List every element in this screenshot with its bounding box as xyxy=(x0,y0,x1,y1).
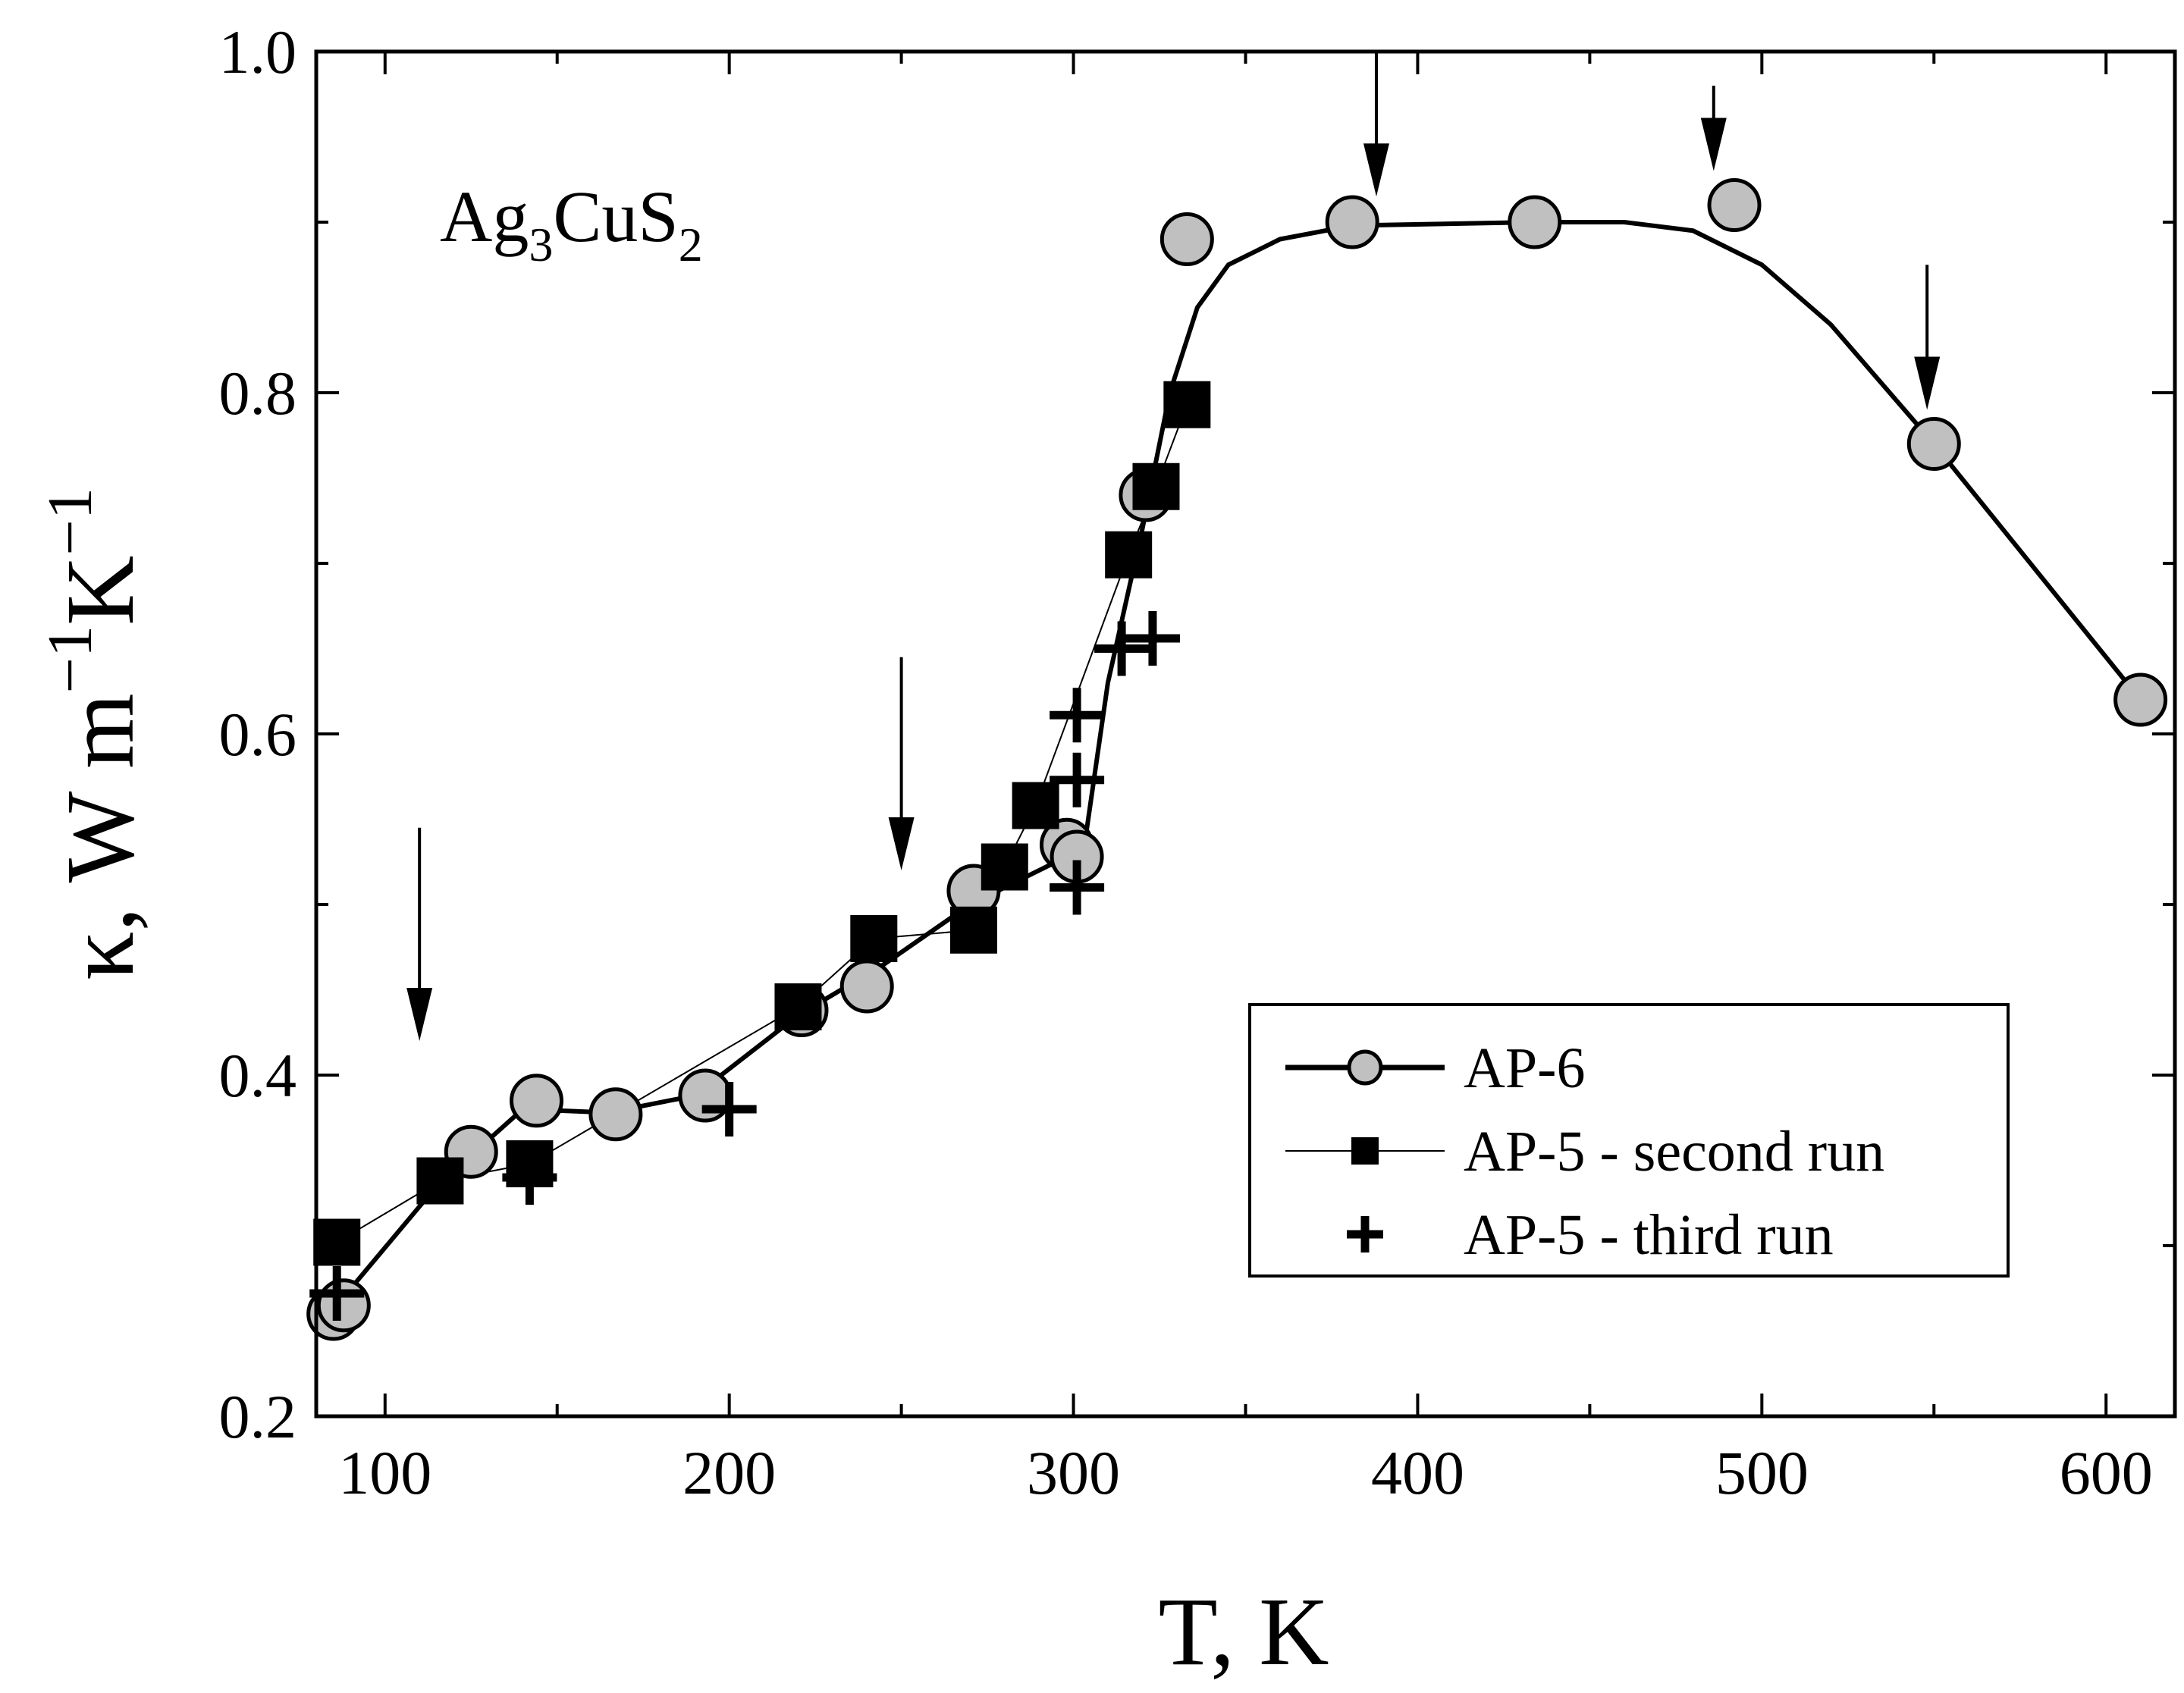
formula-sub1: 3 xyxy=(529,218,553,271)
point-ap6 xyxy=(509,1074,563,1128)
point-ap5-second-run xyxy=(774,983,822,1030)
legend-marker-circle xyxy=(1347,1049,1383,1086)
legend-items: AP-6 AP-5 - second run AP-5 - third run xyxy=(1285,1036,1884,1267)
point-ap6 xyxy=(839,959,894,1014)
point-ap5-third-run xyxy=(1050,860,1105,915)
x-tick-label: 600 xyxy=(2060,1438,2153,1507)
formula-base1: Ag xyxy=(440,176,529,257)
arrow-head xyxy=(1914,356,1941,410)
legend: AP-6 AP-5 - second run AP-5 - third run xyxy=(1248,1003,2010,1278)
point-ap6 xyxy=(2113,672,2168,727)
point-ap5-second-run xyxy=(981,843,1028,891)
point-ap5-second-run xyxy=(1132,462,1180,510)
point-ap6 xyxy=(1325,195,1379,249)
transition-arrow xyxy=(406,827,433,1041)
x-tick-label: 400 xyxy=(1371,1438,1464,1507)
transition-arrows xyxy=(406,52,1941,1041)
y-tick-label: 0.6 xyxy=(219,700,297,769)
y-axis-label-main: κ, W m xyxy=(46,693,154,980)
point-ap5-second-run xyxy=(313,1218,361,1266)
legend-entry: AP-5 - second run xyxy=(1285,1120,1884,1184)
legend-entry: AP-5 - third run xyxy=(1347,1203,1834,1267)
x-tick-label: 300 xyxy=(1027,1438,1120,1507)
arrow-head xyxy=(1700,118,1727,171)
data-markers xyxy=(306,178,2168,1341)
point-ap5-third-run xyxy=(701,1082,757,1137)
x-tick-label: 200 xyxy=(682,1438,776,1507)
x-axis-label: T, K xyxy=(1158,1578,1329,1685)
y-tick-label: 1.0 xyxy=(219,17,297,86)
point-ap6 xyxy=(1508,195,1562,249)
legend-label: AP-5 - third run xyxy=(1464,1203,1834,1267)
arrow-head xyxy=(1363,143,1389,197)
x-tick-label: 100 xyxy=(338,1438,431,1507)
legend-marker-cross xyxy=(1347,1216,1383,1253)
transition-arrow xyxy=(1914,265,1941,410)
legend-label: AP-5 - second run xyxy=(1464,1120,1884,1184)
point-ap6 xyxy=(588,1087,643,1142)
formula-base2: CuS xyxy=(553,176,678,257)
formula-sub2: 2 xyxy=(679,218,703,271)
point-ap6 xyxy=(1159,212,1214,266)
point-ap6 xyxy=(316,1278,371,1333)
axis-ticks: 100 200 300 400 500 600 0.2 0.4 0.6 0.8 1.0 xyxy=(219,17,2175,1507)
transition-arrow xyxy=(888,657,915,870)
transition-arrow xyxy=(1700,86,1727,171)
point-ap5-second-run xyxy=(1163,381,1211,428)
point-ap5-second-run xyxy=(416,1157,464,1205)
point-ap6 xyxy=(1707,178,1762,232)
point-ap5-third-run xyxy=(309,1266,365,1321)
legend-entry: AP-6 xyxy=(1285,1036,1585,1100)
y-axis-label-exp2: −1 xyxy=(35,488,105,555)
point-ap6 xyxy=(1906,417,1961,471)
transition-arrow xyxy=(1363,52,1389,197)
point-ap5-third-run xyxy=(1050,752,1105,807)
point-ap5-third-run xyxy=(1050,688,1105,743)
arrow-head xyxy=(406,988,433,1041)
point-ap5-second-run xyxy=(1105,531,1153,578)
point-ap5-second-run xyxy=(1012,782,1059,829)
y-tick-label: 0.8 xyxy=(219,359,297,428)
y-axis-label-unit-k: K xyxy=(46,556,154,625)
point-ap5-second-run xyxy=(850,915,898,962)
point-ap5-third-run xyxy=(502,1150,557,1205)
point-ap5-third-run xyxy=(1094,621,1150,676)
y-tick-label: 0.4 xyxy=(219,1041,297,1110)
y-axis-label-exp1: −1 xyxy=(35,625,105,693)
y-axis-label: κ, W m−1K−1 xyxy=(35,488,154,980)
legend-label: AP-6 xyxy=(1464,1036,1585,1100)
formula-annotation: Ag3CuS2 xyxy=(440,176,703,271)
x-tick-label: 500 xyxy=(1715,1438,1809,1507)
point-ap5-third-run xyxy=(1125,611,1180,666)
arrow-head xyxy=(888,817,915,870)
y-tick-label: 0.2 xyxy=(219,1382,297,1451)
legend-marker-square xyxy=(1351,1137,1379,1165)
point-ap5-second-run xyxy=(949,906,997,954)
